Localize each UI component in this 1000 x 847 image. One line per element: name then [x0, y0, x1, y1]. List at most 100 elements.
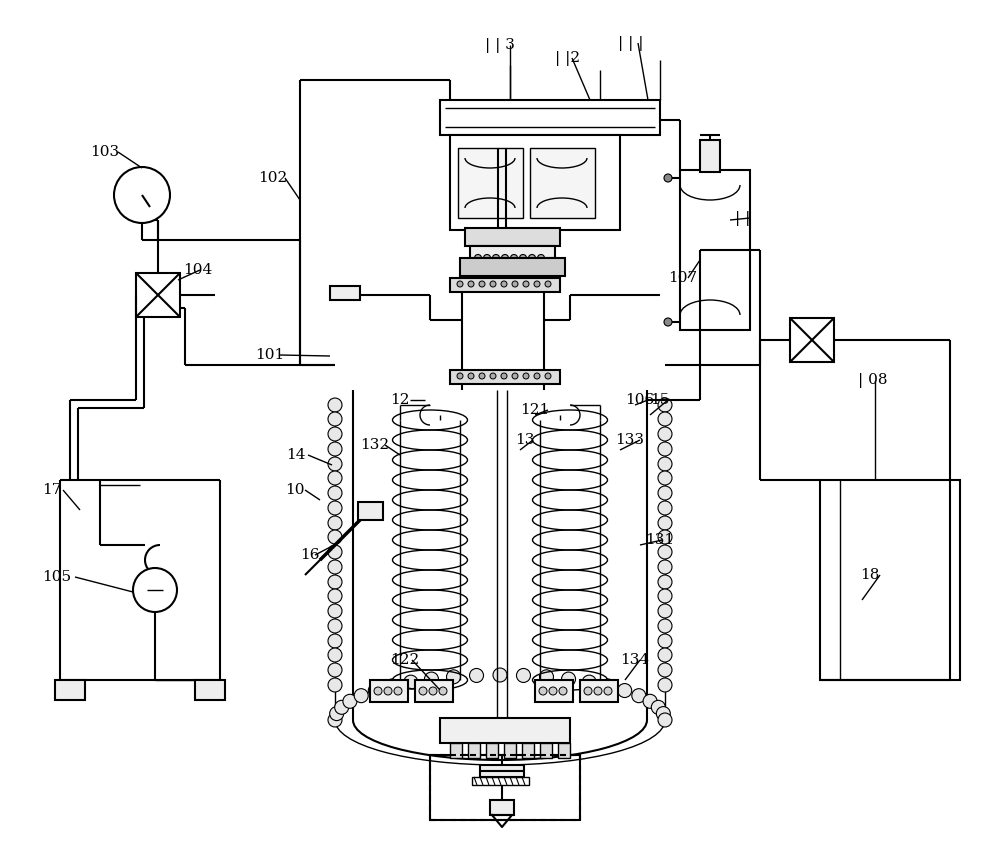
Text: 131: 131 [645, 533, 674, 547]
Circle shape [330, 706, 344, 721]
Circle shape [368, 684, 382, 698]
Bar [700, 140, 720, 172]
Circle shape [328, 545, 342, 559]
Circle shape [404, 675, 418, 689]
Circle shape [632, 689, 646, 703]
Bar [790, 318, 834, 362]
Text: 103: 103 [90, 145, 119, 159]
Bar [55, 680, 85, 700]
Circle shape [328, 486, 342, 500]
Circle shape [328, 501, 342, 515]
Circle shape [429, 687, 437, 695]
Circle shape [328, 530, 342, 544]
Circle shape [328, 457, 342, 471]
Circle shape [656, 706, 670, 721]
Circle shape [658, 634, 672, 648]
Text: 12: 12 [390, 393, 410, 407]
Bar [490, 800, 514, 815]
Circle shape [516, 668, 530, 683]
Circle shape [475, 254, 482, 262]
Circle shape [133, 568, 177, 612]
Circle shape [328, 412, 342, 426]
Bar [440, 100, 660, 135]
Bar [680, 170, 750, 330]
Circle shape [328, 619, 342, 633]
Circle shape [343, 695, 357, 708]
Circle shape [584, 687, 592, 695]
Text: 101: 101 [255, 348, 284, 362]
Circle shape [468, 281, 474, 287]
Circle shape [604, 687, 612, 695]
Text: 10: 10 [285, 483, 304, 497]
Text: 104: 104 [183, 263, 212, 277]
Circle shape [523, 373, 529, 379]
Circle shape [502, 254, 509, 262]
Bar [450, 370, 560, 384]
Bar [522, 743, 534, 758]
Bar [450, 135, 620, 230]
Circle shape [658, 575, 672, 589]
Bar [430, 755, 580, 820]
Text: | | 3: | | 3 [485, 37, 515, 53]
Circle shape [354, 689, 368, 703]
Circle shape [559, 687, 567, 695]
Circle shape [470, 668, 484, 683]
Circle shape [384, 687, 392, 695]
Circle shape [520, 254, 526, 262]
Circle shape [328, 442, 342, 456]
Circle shape [328, 634, 342, 648]
Circle shape [528, 254, 536, 262]
Text: 13: 13 [515, 433, 534, 447]
Circle shape [468, 373, 474, 379]
Circle shape [424, 672, 438, 686]
Circle shape [534, 373, 540, 379]
Bar [460, 258, 565, 276]
Circle shape [658, 545, 672, 559]
Circle shape [501, 281, 507, 287]
Circle shape [658, 471, 672, 485]
Bar [540, 743, 552, 758]
Circle shape [594, 687, 602, 695]
Circle shape [545, 373, 551, 379]
Circle shape [658, 648, 672, 662]
Text: 107: 107 [668, 271, 697, 285]
Circle shape [479, 373, 485, 379]
Circle shape [328, 516, 342, 530]
Text: 15: 15 [650, 393, 669, 407]
Circle shape [658, 678, 672, 692]
Bar [558, 743, 570, 758]
Bar [486, 743, 498, 758]
Bar [472, 777, 529, 785]
Circle shape [651, 700, 665, 714]
Circle shape [328, 560, 342, 574]
Text: 16: 16 [300, 548, 320, 562]
Circle shape [664, 174, 672, 182]
Bar [370, 680, 408, 702]
Text: 122: 122 [390, 653, 419, 667]
Bar [480, 765, 524, 777]
Circle shape [484, 254, 490, 262]
Circle shape [539, 687, 547, 695]
Text: | | |: | | | [618, 36, 644, 51]
Circle shape [664, 318, 672, 326]
Circle shape [479, 281, 485, 287]
Bar [450, 278, 560, 292]
Bar [535, 680, 573, 702]
Circle shape [490, 373, 496, 379]
Circle shape [512, 373, 518, 379]
Bar [820, 480, 960, 680]
Circle shape [643, 695, 657, 708]
Circle shape [658, 713, 672, 727]
Circle shape [492, 254, 500, 262]
Text: 133: 133 [615, 433, 644, 447]
Circle shape [328, 589, 342, 603]
Circle shape [658, 663, 672, 677]
Circle shape [447, 670, 461, 684]
Text: 102: 102 [258, 171, 287, 185]
Circle shape [562, 672, 576, 686]
Circle shape [328, 398, 342, 412]
Circle shape [658, 412, 672, 426]
Circle shape [658, 589, 672, 603]
Bar [468, 743, 480, 758]
Circle shape [658, 486, 672, 500]
